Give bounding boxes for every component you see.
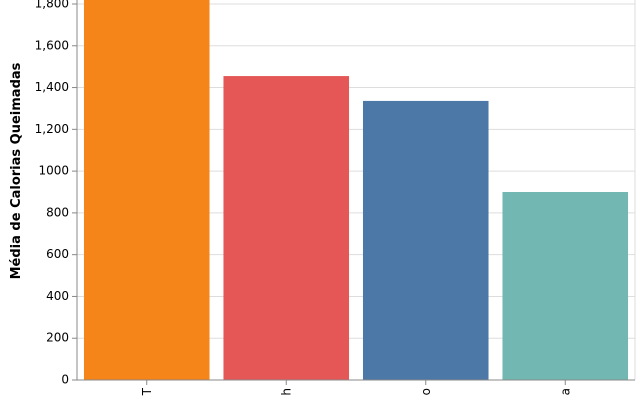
bar: [502, 192, 629, 380]
x-tick-label: o: [419, 388, 433, 395]
x-tick-label: T: [140, 387, 154, 396]
y-tick-label: 400: [46, 289, 69, 303]
y-axis-title: Média de Calorias Queimadas: [9, 62, 24, 279]
y-tick-label: 600: [46, 247, 69, 261]
y-tick-label: 1,400: [35, 80, 69, 94]
x-tick-label: a: [558, 388, 572, 395]
x-tick-label: h: [279, 388, 293, 396]
y-tick-label: 0: [61, 373, 69, 387]
y-tick-label: 1,600: [35, 38, 69, 52]
y-tick-label: 1,800: [35, 0, 69, 11]
bar: [223, 76, 350, 381]
y-tick-label: 1000: [38, 164, 69, 178]
y-tick-label: 1,200: [35, 122, 69, 136]
y-tick-label: 200: [46, 331, 69, 345]
bar: [362, 100, 489, 381]
bar: [83, 0, 210, 380]
y-tick-label: 800: [46, 205, 69, 219]
